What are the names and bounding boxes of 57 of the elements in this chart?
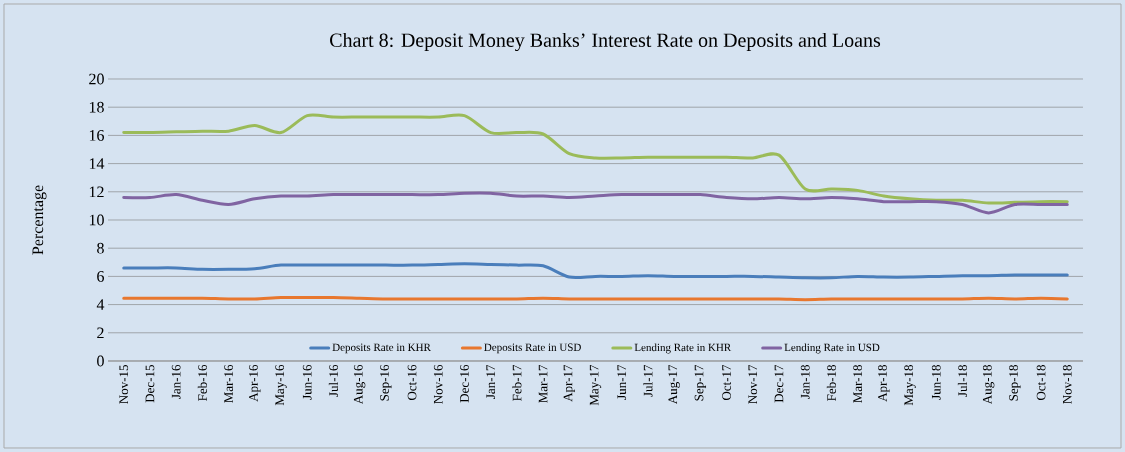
x-tick-label: Nov-16 — [433, 364, 443, 404]
y-tick-label: 20 — [89, 73, 104, 85]
x-tick-label: Dec-15 — [145, 365, 155, 403]
x-tick-label: Nov-17 — [748, 364, 758, 404]
x-tick-label: Jan-16 — [171, 364, 181, 399]
x-tick-label: Jun-18 — [931, 365, 941, 400]
legend-label: Deposits Rate in KHR — [332, 343, 431, 354]
x-tick-label: Jan-17 — [486, 364, 496, 399]
y-tick-label: 16 — [89, 130, 105, 141]
x-tick-label: Jun-16 — [302, 364, 312, 400]
x-tick-label: Feb-17 — [512, 364, 522, 401]
x-tick-label: Sep-18 — [1009, 365, 1021, 401]
x-tick-label: Aug-18 — [982, 365, 995, 405]
x-tick-label: May-17 — [589, 364, 602, 406]
line-series — [122, 262, 1069, 280]
x-tick-label: Dec-17 — [774, 364, 784, 403]
x-tick-label: May-18 — [904, 365, 916, 406]
x-tick-label: Aug-17 — [668, 364, 680, 405]
y-axis-title: Percentage — [32, 185, 47, 255]
line-series — [122, 113, 1069, 205]
x-tick-label: Oct-18 — [1036, 365, 1046, 401]
y-tick-label: 0 — [97, 355, 104, 367]
x-tick-label: Apr-18 — [878, 365, 890, 402]
x-tick-label: Mar-16 — [224, 364, 233, 403]
x-tick-label: May-16 — [275, 364, 287, 406]
x-tick-label: Oct-16 — [407, 364, 417, 401]
x-tick-label: Jul-17 — [643, 364, 653, 397]
x-tick-label: Jan-18 — [800, 365, 810, 399]
x-tick-label: Mar-17 — [538, 364, 548, 403]
x-tick-label: Sep-17 — [694, 364, 707, 401]
x-tick-label: Sep-16 — [380, 364, 392, 401]
x-tick-label: Jul-16 — [328, 364, 338, 397]
x-tick-label: Oct-17 — [722, 364, 731, 401]
x-tick-label: Aug-16 — [353, 364, 366, 405]
y-tick-label: 14 — [89, 158, 105, 169]
y-tick-label: 8 — [97, 242, 104, 254]
y-tick-label: 10 — [89, 214, 104, 226]
legend-label: Lending Rate in USD — [784, 343, 880, 354]
x-tick-label: Nov-15 — [119, 365, 129, 404]
x-tick-label: Apr-17 — [563, 364, 575, 402]
x-tick-label: Feb-16 — [197, 364, 207, 401]
x-tick-label: Apr-16 — [249, 364, 261, 402]
legend-label: Deposits Rate in USD — [484, 343, 581, 354]
x-tick-label: Jul-18 — [957, 365, 968, 397]
x-tick-label: Feb-18 — [826, 365, 836, 401]
x-tick-label: Dec-16 — [460, 364, 469, 403]
y-tick-label: 4 — [96, 299, 105, 310]
x-tick-label: Nov-18 — [1062, 365, 1072, 404]
y-tick-label: 2 — [97, 327, 104, 339]
y-tick-label: 12 — [89, 186, 104, 198]
legend-label: Lending Rate in KHR — [634, 343, 732, 354]
x-tick-label: Mar-18 — [853, 365, 862, 403]
x-tick-label: Jun-17 — [617, 364, 627, 400]
line-series — [122, 191, 1069, 215]
y-tick-label: 6 — [97, 271, 105, 282]
y-tick-label: 18 — [89, 101, 104, 113]
chart-title: Chart 8: Deposit Money Banks’ Interest Rate on Deposits and Loans — [330, 32, 881, 52]
